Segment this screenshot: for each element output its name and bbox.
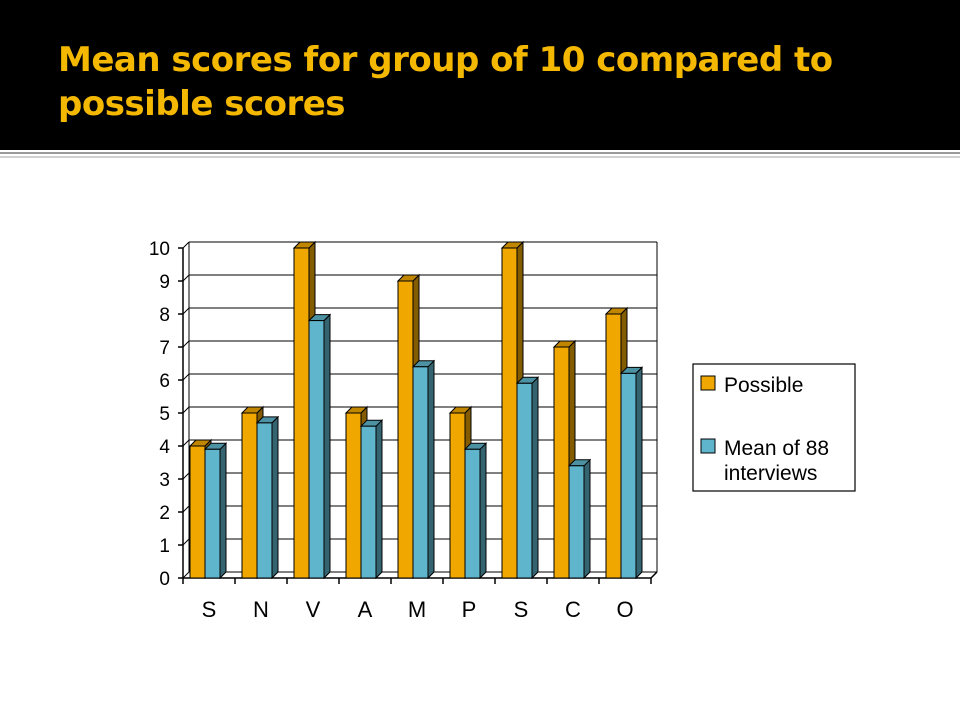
y-tick-label: 1 <box>159 536 170 557</box>
chart-labels: 0 1 2 3 4 5 6 7 8 9 10 S N V A M P S C O <box>149 239 634 622</box>
y-tick-label: 9 <box>159 272 170 293</box>
y-tick-label: 6 <box>159 371 170 392</box>
title-underline-light <box>0 156 960 158</box>
legend-box <box>692 363 856 492</box>
gridline-depth <box>182 307 190 315</box>
y-tick-label: 10 <box>149 239 170 260</box>
y-tick-label: 4 <box>159 437 170 458</box>
gridline-depth <box>182 274 190 282</box>
gridline-depth <box>182 538 190 546</box>
x-tick-label: O <box>616 597 633 622</box>
gridline-depth <box>182 340 190 348</box>
title-bar: Mean scores for group of 10 compared to … <box>0 0 960 150</box>
gridline-depth <box>182 406 190 414</box>
legend-swatch <box>700 438 716 454</box>
bar-mean <box>307 313 332 580</box>
x-tick-label: P <box>462 597 477 622</box>
bar-possible <box>552 339 577 580</box>
x-axis-depth <box>650 571 658 579</box>
bar-mean <box>411 359 436 580</box>
gridline-depth <box>182 505 190 513</box>
legend-swatch <box>700 375 716 391</box>
title-underline <box>0 152 960 154</box>
gridline-depth <box>182 373 190 381</box>
bar-mean <box>567 458 592 580</box>
gridline-depth <box>182 472 190 480</box>
chart-bars <box>188 240 644 580</box>
slide-title: Mean scores for group of 10 compared to … <box>58 40 833 124</box>
bar-mean <box>255 415 280 580</box>
legend-label: interviews <box>724 462 817 485</box>
bar-mean <box>463 442 488 580</box>
bar-mean <box>515 376 540 580</box>
y-tick-label: 7 <box>159 338 170 359</box>
legend-label: Mean of 88 <box>724 437 829 460</box>
y-tick-label: 3 <box>159 470 170 491</box>
y-tick-label: 8 <box>159 305 170 326</box>
x-tick-label: S <box>514 597 529 622</box>
x-tick-label: C <box>565 597 581 622</box>
bar-mean <box>203 442 228 580</box>
x-tick-label: N <box>253 597 269 622</box>
y-tick-label: 5 <box>159 404 170 425</box>
y-tick-label: 0 <box>159 569 170 590</box>
x-tick-label: V <box>306 597 321 622</box>
x-tick-label: A <box>358 597 373 622</box>
gridline-depth <box>182 571 190 579</box>
gridline-depth <box>182 241 190 249</box>
y-tick-label: 2 <box>159 503 170 524</box>
bar-mean <box>359 418 384 580</box>
legend-label: Possible <box>724 374 803 397</box>
bar-mean <box>619 366 644 580</box>
x-tick-label: S <box>202 597 217 622</box>
x-tick-label: M <box>408 597 426 622</box>
gridline-depth <box>182 439 190 447</box>
